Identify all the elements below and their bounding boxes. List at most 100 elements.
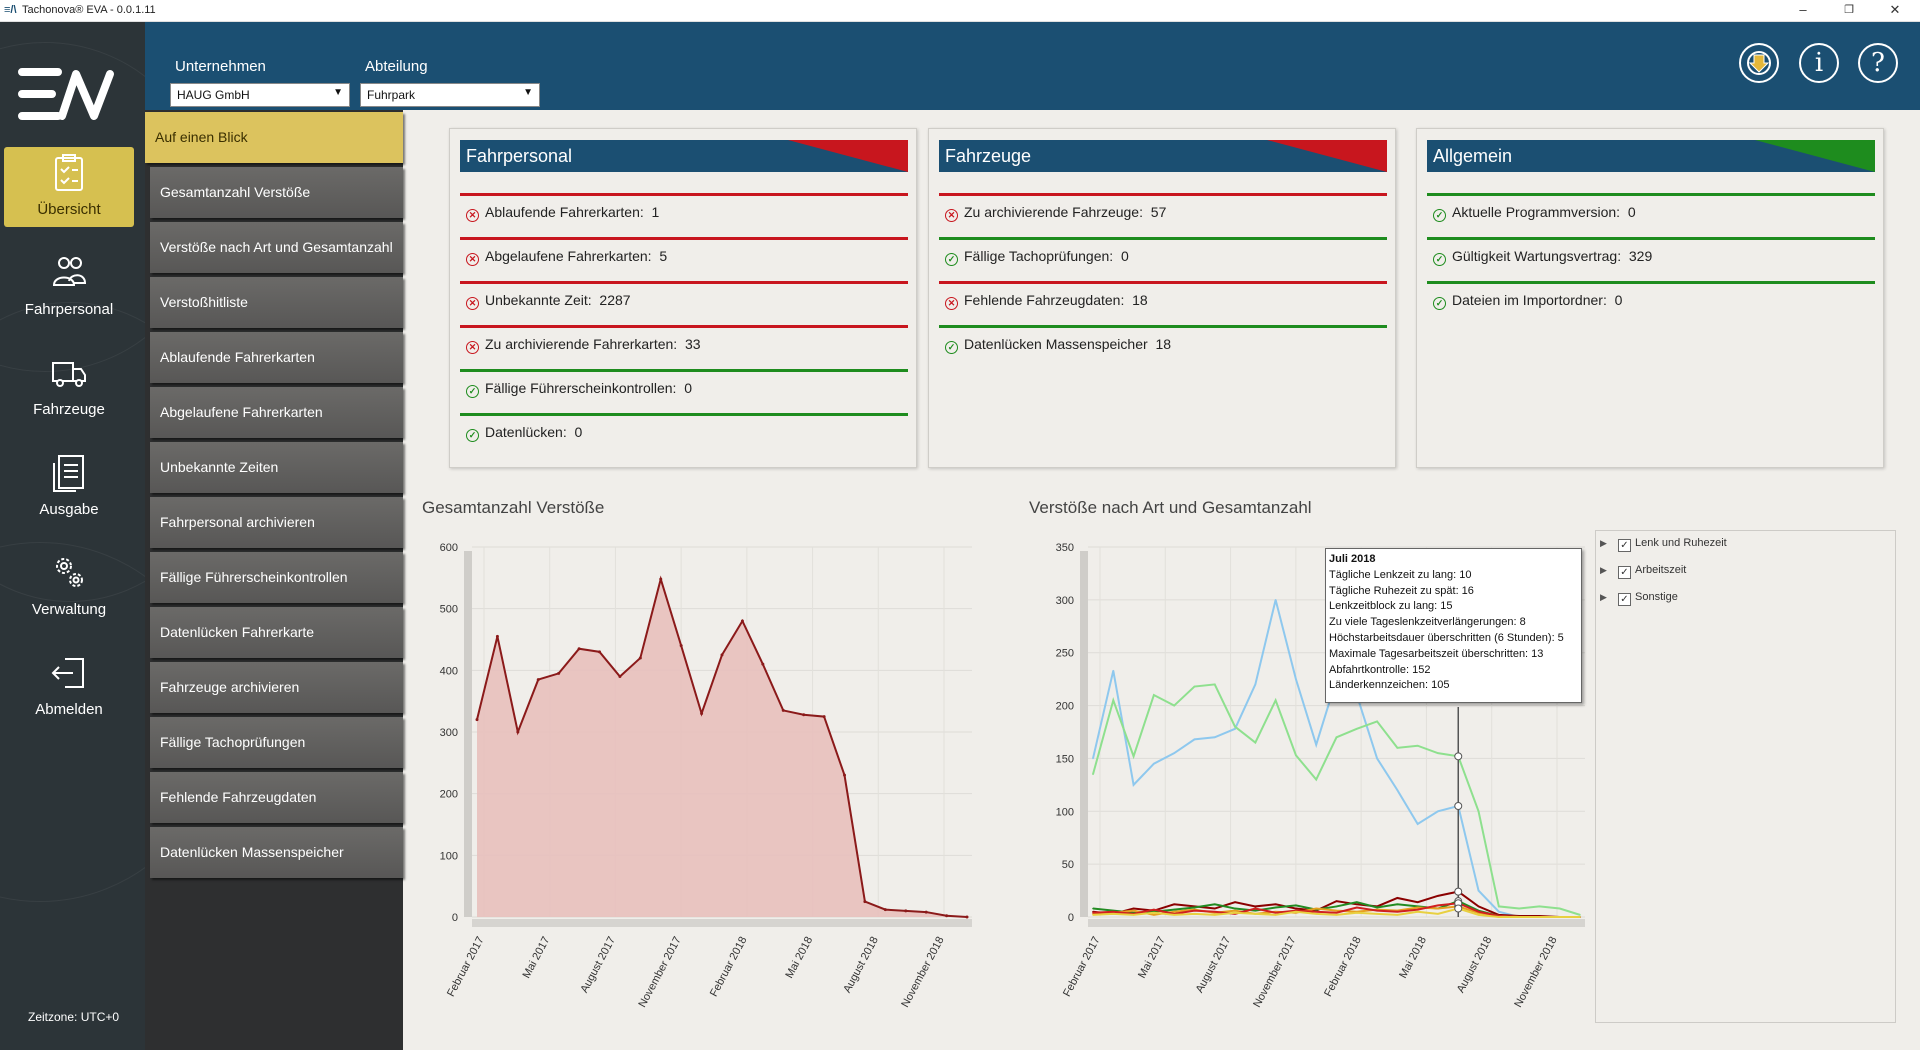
data-point xyxy=(1092,911,1094,914)
card-row[interactable]: ✓ Fällige Tachoprüfungen: 0 xyxy=(939,237,1387,281)
card-row[interactable]: ✕ Abgelaufene Fahrerkarten: 5 xyxy=(460,237,908,281)
row-value: 57 xyxy=(1150,204,1167,220)
y-tick-label: 400 xyxy=(440,665,458,677)
row-label: Datenlücken Massenspeicher xyxy=(964,336,1148,352)
data-point xyxy=(1579,916,1581,918)
data-point xyxy=(1254,907,1257,910)
error-circle-icon: ✕ xyxy=(466,297,479,310)
menu-fahrzeuge-archivieren[interactable]: Fahrzeuge archivieren xyxy=(150,662,403,713)
expand-icon[interactable]: ▶ xyxy=(1600,592,1607,602)
nav-ausgabe[interactable]: Ausgabe xyxy=(4,447,134,527)
menu-abgelaufene-fahrerkarten[interactable]: Abgelaufene Fahrerkarten xyxy=(150,387,403,438)
chart-title-by-type: Verstöße nach Art und Gesamtanzahl xyxy=(1029,498,1312,517)
row-label: Aktuelle Programmversion: xyxy=(1452,204,1621,220)
menu-datenluecken-massenspeicher[interactable]: Datenlücken Massenspeicher xyxy=(150,827,403,878)
department-dropdown[interactable]: Fuhrpark ▼ xyxy=(360,83,540,107)
check-circle-icon: ✓ xyxy=(945,253,958,266)
legend-item-arbeitszeit[interactable]: ▶ ✓ Arbeitszeit xyxy=(1600,564,1686,584)
nav-fahrzeuge[interactable]: Fahrzeuge xyxy=(4,347,134,427)
menu-unbekannte-zeiten[interactable]: Unbekannte Zeiten xyxy=(150,442,403,493)
y-tick-label: 500 xyxy=(440,604,458,616)
minimize-button[interactable]: – xyxy=(1799,2,1807,17)
menu-fahrpersonal-archivieren[interactable]: Fahrpersonal archivieren xyxy=(150,497,403,548)
data-point xyxy=(1132,909,1135,912)
x-tick-label: August 2018 xyxy=(1455,935,1495,995)
highlight-marker xyxy=(1454,802,1463,810)
data-point xyxy=(495,634,499,638)
card-row[interactable]: ✓ Datenlücken Massenspeicher 18 xyxy=(939,325,1387,369)
total-violations-chart[interactable]: 0 100 200 300 400 500 600 Februar 2017 Mai 2017 A… xyxy=(420,530,980,1030)
violations-by-type-chart[interactable]: 0 50 100 150 200 250 300 350 Februar 2017 Mai 201… xyxy=(1025,530,1590,1030)
card-title: Fahrpersonal xyxy=(460,140,908,172)
window-titlebar: ≡/\ Tachonova® EVA - 0.0.1.11 – ❐ ✕ xyxy=(0,0,1920,22)
data-point xyxy=(1295,910,1297,913)
maximize-button[interactable]: ❐ xyxy=(1844,4,1854,16)
data-point xyxy=(1213,683,1216,686)
card-row[interactable]: ✕ Unbekannte Zeit: 2287 xyxy=(460,281,908,325)
legend-item-sonstige[interactable]: ▶ ✓ Sonstige xyxy=(1600,591,1678,611)
checkbox-icon[interactable]: ✓ xyxy=(1618,566,1631,579)
card-row[interactable]: ✕ Ablaufende Fahrerkarten: 1 xyxy=(460,193,908,237)
tooltip-line: Maximale Tagesarbeitszeit überschritten:… xyxy=(1329,647,1544,660)
card-row[interactable]: ✕ Zu archivierende Fahrzeuge: 57 xyxy=(939,193,1387,237)
card-row[interactable]: ✓ Dateien im Importordner: 0 xyxy=(1427,281,1875,325)
expand-icon[interactable]: ▶ xyxy=(1600,538,1607,548)
help-button[interactable]: ? xyxy=(1858,43,1898,83)
data-point xyxy=(1153,911,1155,914)
card-row[interactable]: ✕ Zu archivierende Fahrerkarten: 33 xyxy=(460,325,908,369)
y-tick-label: 600 xyxy=(440,542,458,554)
checkbox-icon[interactable]: ✓ xyxy=(1618,539,1631,552)
menu-auf-einen-blick[interactable]: Auf einen Blick xyxy=(145,112,403,163)
data-point xyxy=(822,715,826,719)
menu-fehlende-fahrzeugdaten[interactable]: Fehlende Fahrzeugdaten xyxy=(150,772,403,823)
menu-faellige-tachopruefungen[interactable]: Fällige Tachoprüfungen xyxy=(150,717,403,768)
data-point xyxy=(577,647,581,651)
nav-label: Ausgabe xyxy=(39,501,99,518)
card-row[interactable]: ✓ Gültigkeit Wartungsvertrag: 329 xyxy=(1427,237,1875,281)
data-point xyxy=(1437,895,1439,897)
data-point xyxy=(1498,910,1500,913)
card-row[interactable]: ✕ Fehlende Fahrzeugdaten: 18 xyxy=(939,281,1387,325)
data-point xyxy=(1112,699,1115,702)
company-dropdown[interactable]: HAUG GmbH ▼ xyxy=(170,83,350,107)
nav-abmelden[interactable]: Abmelden xyxy=(4,647,134,727)
data-point xyxy=(1295,904,1297,907)
nav-fahrpersonal[interactable]: Fahrpersonal xyxy=(4,247,134,327)
legend-item-lenk-ruhezeit[interactable]: ▶ ✓ Lenk und Ruhezeit xyxy=(1600,537,1727,557)
expand-icon[interactable]: ▶ xyxy=(1600,565,1607,575)
menu-datenluecken-fahrerkarte[interactable]: Datenlücken Fahrerkarte xyxy=(150,607,403,658)
data-point xyxy=(1335,905,1338,908)
nav-uebersicht[interactable]: Übersicht xyxy=(4,147,134,227)
row-value: 18 xyxy=(1155,336,1172,352)
row-value: 2287 xyxy=(599,292,631,308)
y-tick-label: 100 xyxy=(440,850,458,862)
data-point xyxy=(1396,914,1399,916)
menu-faellige-fuehrerscheinkontrollen[interactable]: Fällige Führerscheinkontrollen xyxy=(150,552,403,603)
close-button[interactable]: ✕ xyxy=(1889,2,1901,17)
checkbox-icon[interactable]: ✓ xyxy=(1618,593,1631,606)
horizontal-scrollbar xyxy=(472,919,972,927)
top-header: Unternehmen HAUG GmbH ▼ Abteilung Fuhrpa… xyxy=(0,22,1920,110)
data-point xyxy=(536,678,540,682)
data-point xyxy=(1213,907,1216,910)
info-button[interactable]: i xyxy=(1799,43,1839,83)
menu-verstoesse-nach-art[interactable]: Verstöße nach Art und Gesamtanzahl xyxy=(150,222,403,273)
tooltip-line: Höchstarbeitsdauer überschritten (6 Stun… xyxy=(1329,631,1564,644)
menu-ablaufende-fahrerkarten[interactable]: Ablaufende Fahrerkarten xyxy=(150,332,403,383)
card-row[interactable]: ✓ Fällige Führerscheinkontrollen: 0 xyxy=(460,369,908,413)
data-point xyxy=(1132,914,1135,916)
app-logo-mini-icon: ≡/\ xyxy=(4,4,17,16)
data-point xyxy=(1234,907,1236,910)
row-label: Fehlende Fahrzeugdaten: xyxy=(964,292,1125,308)
card-row[interactable]: ✓ Aktuelle Programmversion: 0 xyxy=(1427,193,1875,237)
data-point xyxy=(1213,910,1216,913)
check-circle-icon: ✓ xyxy=(945,341,958,354)
card-row[interactable]: ✓ Datenlücken: 0 xyxy=(460,413,908,457)
data-point xyxy=(700,712,704,715)
menu-gesamtanzahl-verstoesse[interactable]: Gesamtanzahl Verstöße xyxy=(150,167,403,218)
data-point xyxy=(1234,901,1236,903)
download-button[interactable] xyxy=(1739,43,1779,83)
menu-verstosshitliste[interactable]: Verstoßhitliste xyxy=(150,277,403,328)
nav-verwaltung[interactable]: Verwaltung xyxy=(4,547,134,627)
status-accent xyxy=(1267,140,1387,172)
